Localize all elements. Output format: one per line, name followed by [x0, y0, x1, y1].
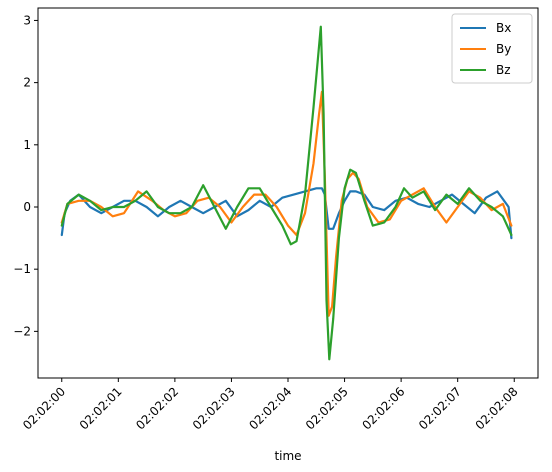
x-tick-label: 02:02:00 [20, 384, 68, 432]
y-tick-label: 3 [23, 13, 31, 27]
y-tick-label: 2 [23, 76, 31, 90]
x-axis-title: time [274, 449, 301, 463]
y-tick-label: 1 [23, 138, 31, 152]
x-tick-label: 02:02:04 [246, 384, 294, 432]
x-tick-label: 02:02:08 [473, 384, 521, 432]
y-axis: −2 −1 0 1 2 3 [13, 13, 38, 338]
x-axis: 02:02:00 02:02:01 02:02:02 02:02:03 02:02:04… [20, 378, 521, 432]
x-tick-label: 02:02:03 [190, 384, 238, 432]
series-layer [60, 25, 513, 361]
x-tick-label: 02:02:06 [359, 384, 407, 432]
legend-label-bx: Bx [496, 21, 511, 35]
y-tick-label: −1 [13, 262, 31, 276]
series-line-bz [60, 25, 513, 361]
legend-label-by: By [496, 42, 511, 56]
y-tick-label: −2 [13, 324, 31, 338]
legend: Bx By Bz [451, 13, 533, 84]
x-tick-label: 02:02:05 [303, 384, 351, 432]
legend-label-bz: Bz [496, 63, 511, 77]
x-tick-label: 02:02:01 [77, 384, 125, 432]
x-tick-label: 02:02:07 [416, 384, 464, 432]
x-tick-label: 02:02:02 [133, 384, 181, 432]
legend-box [451, 13, 533, 84]
series-line-by [60, 90, 513, 317]
y-tick-label: 0 [23, 200, 31, 214]
